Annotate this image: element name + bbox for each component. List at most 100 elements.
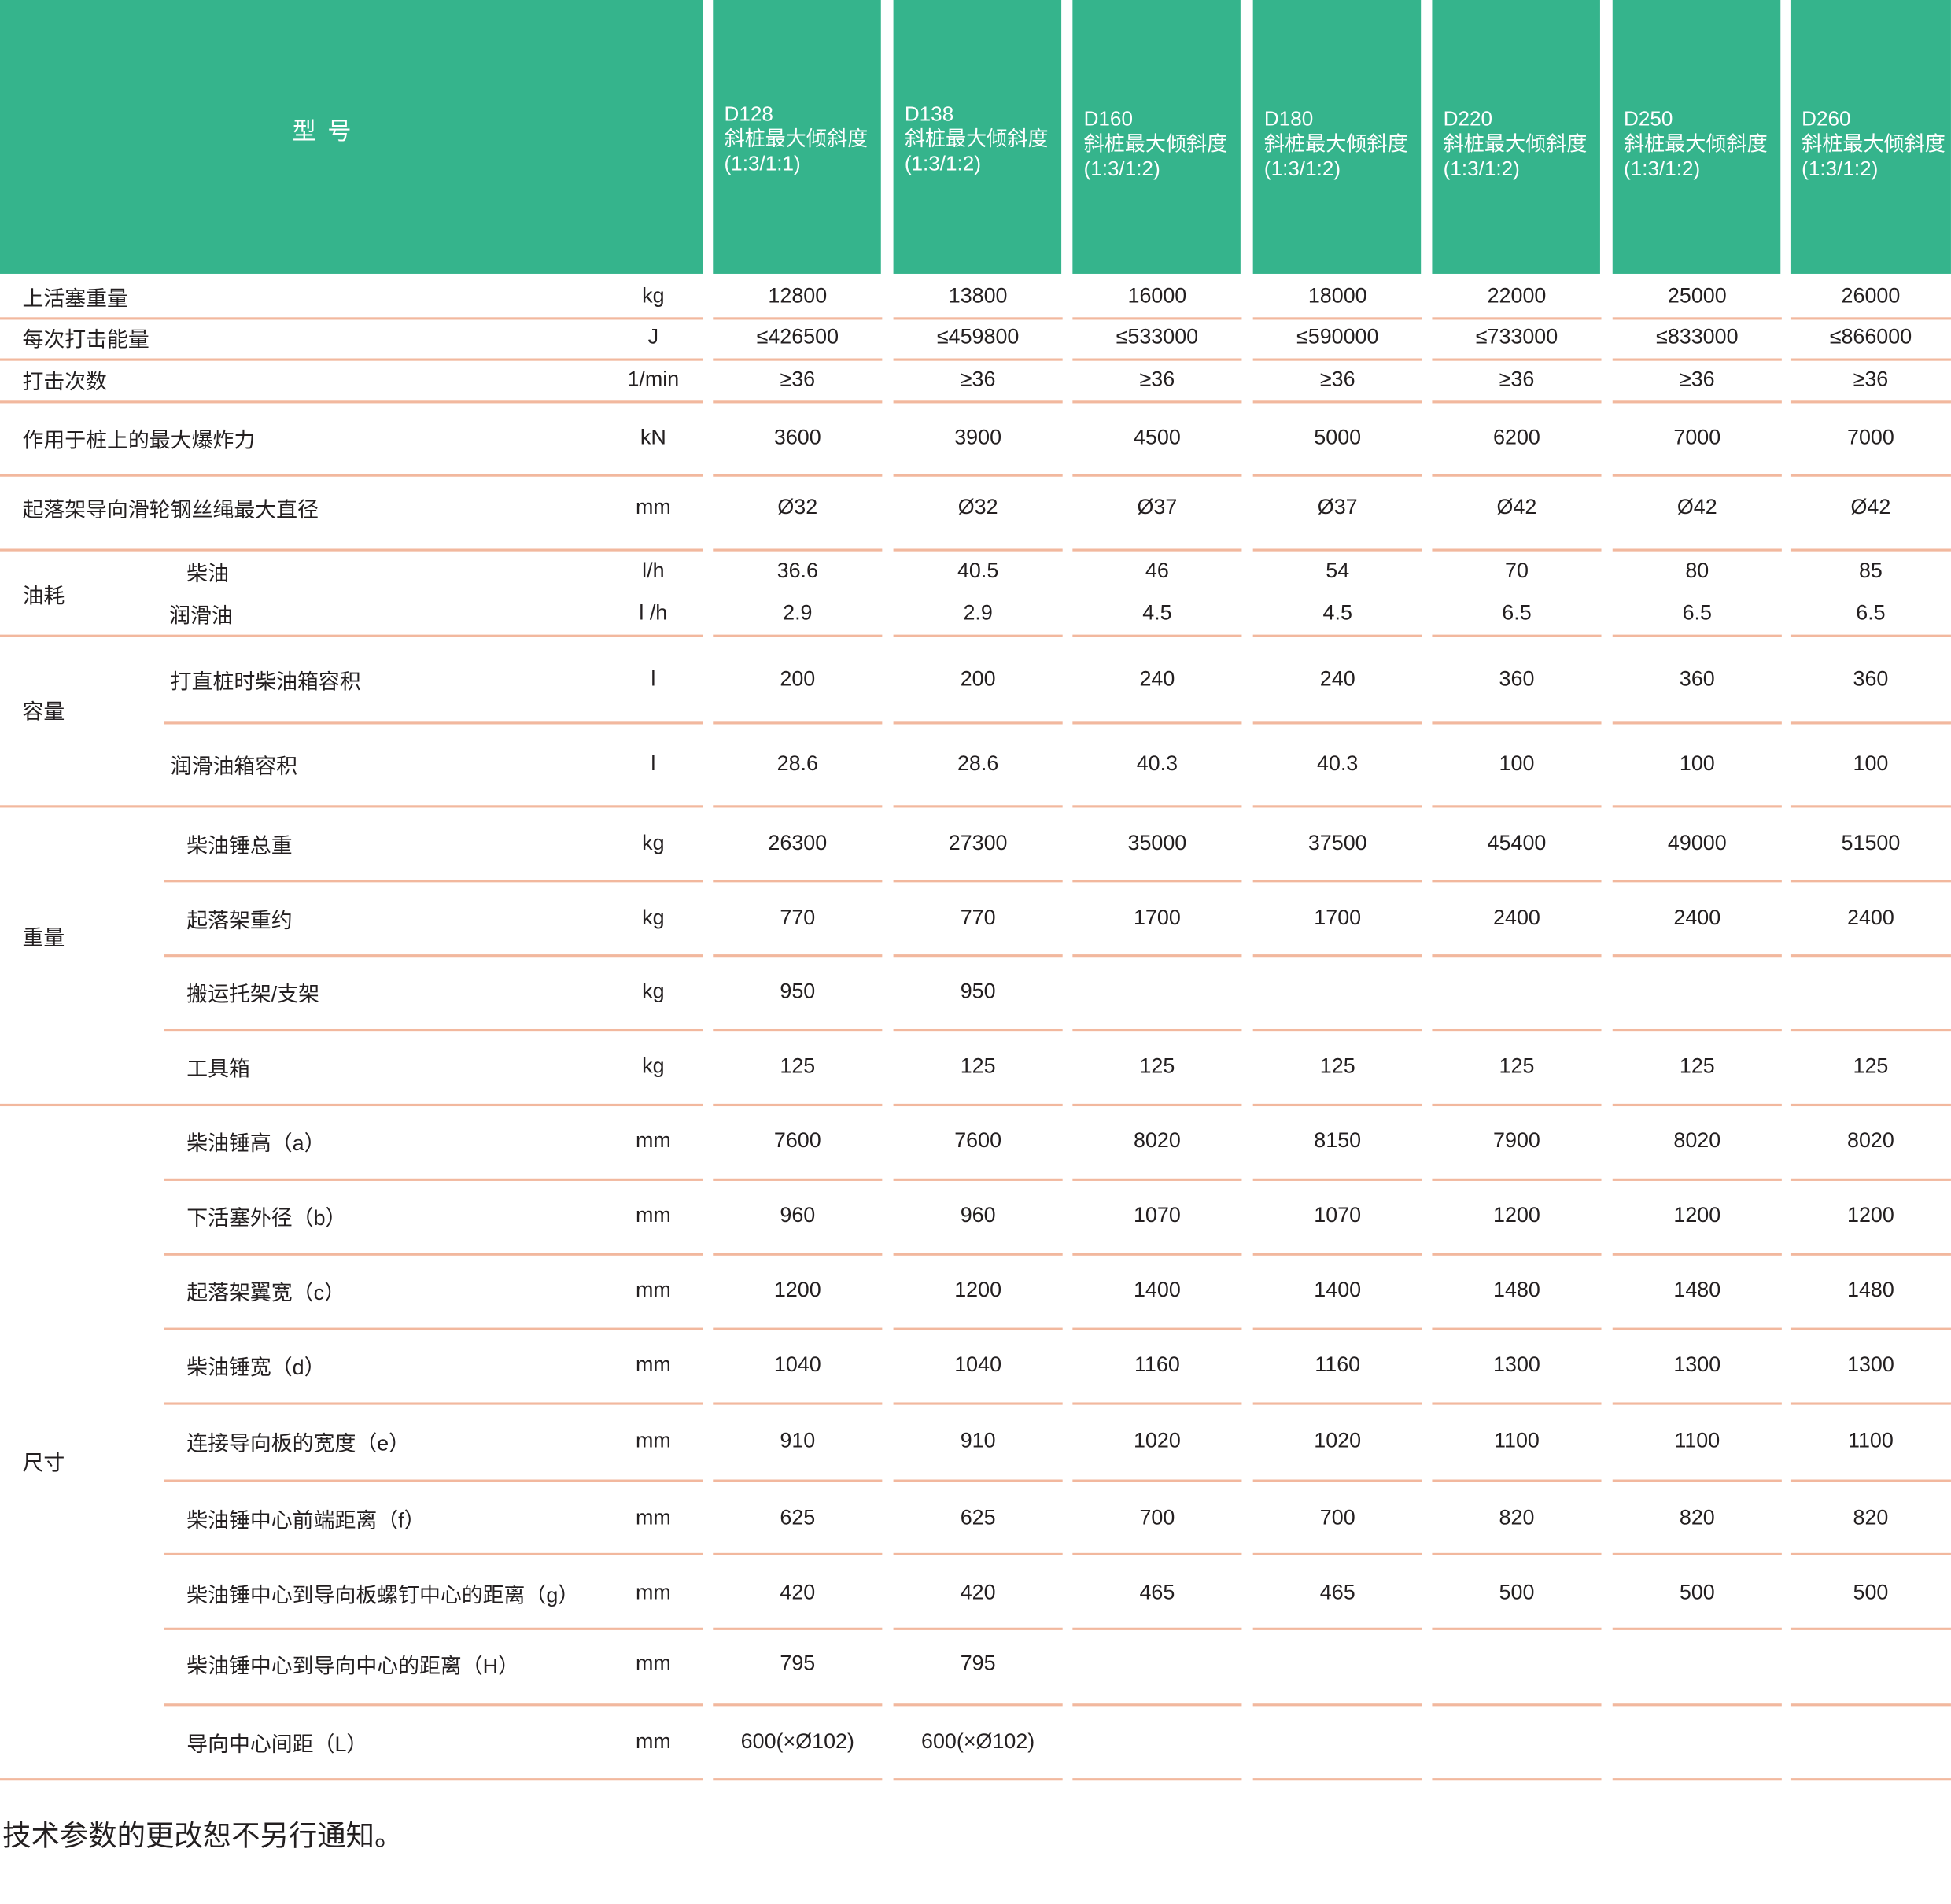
model-name: D128	[724, 103, 773, 126]
row-value: 6.5	[1502, 600, 1532, 625]
row-value: 1200	[1847, 1203, 1894, 1227]
row-value: 1480	[1673, 1278, 1721, 1302]
row-unit: mm	[635, 1203, 671, 1227]
row-divider	[1432, 1103, 1602, 1107]
row-value: 6.5	[1682, 600, 1712, 625]
row-divider	[1790, 1552, 1951, 1555]
row-value: 1480	[1493, 1278, 1540, 1302]
row-unit: mm	[635, 495, 671, 519]
row-divider	[893, 1178, 1063, 1181]
row-divider	[1252, 805, 1422, 808]
row-divider	[164, 721, 703, 725]
row-divider	[1252, 1253, 1422, 1256]
row-value: 7600	[773, 1128, 821, 1153]
row-label: 润滑油	[169, 603, 233, 628]
row-unit: J	[647, 324, 659, 349]
row-divider	[164, 1627, 703, 1630]
row-label: 柴油锤中心到导向中心的距离（H）	[186, 1654, 519, 1678]
row-value: 360	[1499, 666, 1535, 691]
row-value: 420	[960, 1580, 996, 1604]
row-divider	[713, 474, 883, 477]
row-value: 1020	[1314, 1428, 1362, 1452]
row-divider	[1612, 1327, 1782, 1330]
row-value: 45400	[1487, 831, 1547, 855]
row-divider	[1612, 880, 1782, 883]
row-divider	[1252, 880, 1422, 883]
row-divider	[893, 317, 1063, 320]
row-divider	[1790, 721, 1951, 725]
row-value: ≤866000	[1829, 324, 1912, 349]
row-divider	[1790, 634, 1951, 637]
row-value: 500	[1679, 1580, 1715, 1604]
row-value: 1400	[1133, 1278, 1181, 1302]
row-value: 1300	[1673, 1352, 1721, 1377]
row-divider	[0, 805, 703, 808]
row-divider	[1612, 358, 1782, 361]
row-divider	[1790, 1327, 1951, 1330]
row-value: 26300	[768, 831, 828, 855]
row-value: 1100	[1494, 1428, 1540, 1452]
row-unit: kg	[642, 283, 665, 308]
row-divider	[713, 1778, 883, 1781]
row-divider	[713, 1703, 883, 1707]
row-value: ≥36	[1139, 367, 1175, 391]
row-divider	[1790, 400, 1951, 404]
row-label: 打击次数	[22, 370, 108, 394]
row-unit: mm	[635, 1580, 671, 1604]
row-value: Ø42	[1676, 495, 1717, 519]
row-value: 500	[1499, 1580, 1535, 1604]
row-value: 125	[1499, 1053, 1535, 1078]
header-model-0: D128 斜桩最大倾斜度 (1:3/1:1)	[713, 0, 881, 274]
row-value: 35000	[1127, 831, 1187, 855]
row-value: 770	[780, 906, 816, 930]
row-divider	[713, 880, 883, 883]
row-divider	[713, 1327, 883, 1330]
row-divider	[1612, 1552, 1782, 1555]
row-label: 柴油锤中心前端距离（f）	[186, 1508, 426, 1533]
model-label: D138 斜桩最大倾斜度 (1:3/1:2)	[905, 102, 1049, 177]
row-divider	[1072, 1703, 1242, 1707]
row-divider	[1790, 1627, 1951, 1630]
row-value: 8020	[1673, 1128, 1721, 1153]
model-desc: 斜桩最大倾斜度	[904, 127, 1049, 151]
row-value: 795	[960, 1651, 996, 1675]
row-divider	[713, 805, 883, 808]
row-label: 柴油锤总重	[186, 834, 293, 858]
model-desc: 斜桩最大倾斜度	[1263, 133, 1408, 156]
header-title: 型 号	[292, 119, 354, 146]
row-value: 125	[1319, 1053, 1355, 1078]
row-divider	[1612, 474, 1782, 477]
row-value: 5000	[1314, 425, 1362, 449]
row-value: ≥36	[780, 367, 816, 391]
row-divider	[1432, 1253, 1602, 1256]
model-label: D220 斜桩最大倾斜度 (1:3/1:2)	[1444, 107, 1588, 182]
row-value: ≤733000	[1475, 324, 1558, 349]
row-value: 2400	[1847, 906, 1894, 930]
row-label: 作用于桩上的最大爆炸力	[22, 428, 256, 452]
row-divider	[1612, 634, 1782, 637]
row-divider	[713, 1028, 883, 1032]
row-value: 200	[960, 666, 996, 691]
row-value: 125	[1139, 1053, 1175, 1078]
row-unit: kg	[642, 906, 665, 930]
row-divider	[893, 1028, 1063, 1032]
row-value: 1200	[954, 1278, 1002, 1302]
row-value: 36.6	[776, 559, 818, 583]
row-value: 2.9	[783, 600, 813, 625]
row-value: 820	[1853, 1505, 1889, 1529]
row-divider	[893, 1778, 1063, 1781]
row-divider	[713, 634, 883, 637]
row-divider	[1432, 880, 1602, 883]
row-divider	[893, 1703, 1063, 1707]
row-divider	[1432, 1552, 1602, 1555]
row-value: 200	[780, 666, 816, 691]
row-divider	[713, 954, 883, 958]
row-divider	[1072, 634, 1242, 637]
row-divider	[1252, 721, 1422, 725]
row-divider	[893, 358, 1063, 361]
row-divider	[1072, 317, 1242, 320]
row-value: 950	[780, 979, 816, 1003]
row-divider	[1432, 1778, 1602, 1781]
row-divider	[0, 548, 703, 552]
row-label: 起落架导向滑轮钢丝绳最大直径	[22, 498, 319, 522]
